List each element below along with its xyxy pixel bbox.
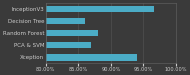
Bar [46,42,91,49]
Bar [46,18,85,24]
Bar [46,30,98,36]
Bar [46,5,154,12]
Bar [46,54,137,61]
